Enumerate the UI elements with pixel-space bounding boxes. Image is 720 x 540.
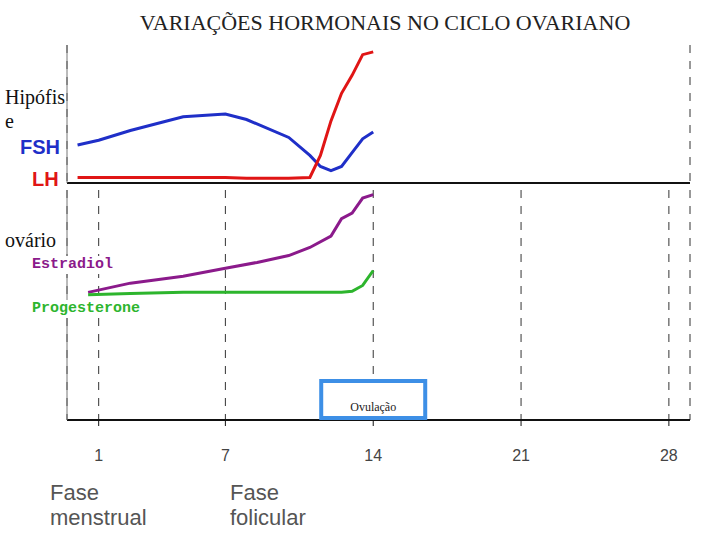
html-text:ovário: ovário <box>5 229 57 251</box>
html-text:Fase menstrual: Fase menstrual <box>50 480 147 530</box>
svg-text:1: 1 <box>94 447 103 464</box>
svg-text:28: 28 <box>660 447 678 464</box>
svg-text:Ovulação: Ovulação <box>350 400 396 414</box>
html-text:VARIAÇÕES HORMONAIS NO CICLO O: VARIAÇÕES HORMONAIS NO CICLO OVARIANO <box>139 10 631 35</box>
html-text:Hipófise: Hipófise <box>5 86 65 132</box>
html-text:Progesterone: Progesterone <box>32 300 140 317</box>
html-text:Estradiol: Estradiol <box>32 256 113 273</box>
html-text:FSH: FSH <box>20 136 60 158</box>
svg-text:14: 14 <box>364 447 382 464</box>
svg-text:21: 21 <box>512 447 530 464</box>
html-text:LH: LH <box>32 168 59 190</box>
html-text:Fase folicular: Fase folicular <box>230 480 306 530</box>
svg-text:7: 7 <box>221 447 230 464</box>
